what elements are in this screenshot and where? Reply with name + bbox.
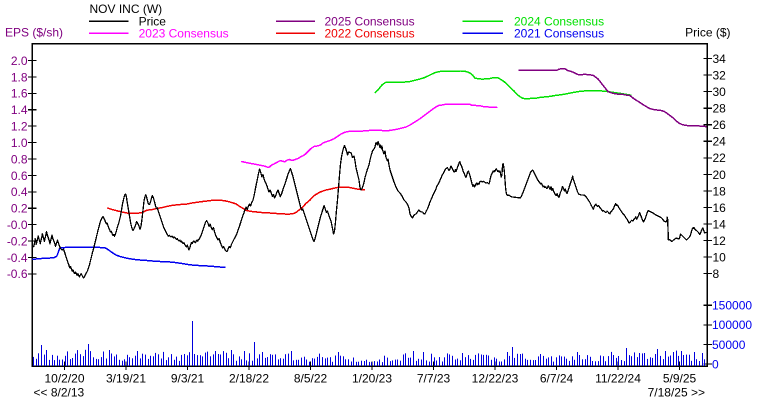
svg-text:Price: Price xyxy=(139,14,167,28)
svg-text:2021 Consensus: 2021 Consensus xyxy=(514,26,604,40)
svg-text:EPS ($/sh): EPS ($/sh) xyxy=(5,26,63,40)
svg-text:-0.6: -0.6 xyxy=(7,267,28,281)
svg-text:1.2: 1.2 xyxy=(11,120,28,134)
svg-text:NOV INC (W): NOV INC (W) xyxy=(90,2,163,16)
svg-text:28: 28 xyxy=(713,102,727,116)
svg-text:7/18/25 >>: 7/18/25 >> xyxy=(648,386,705,400)
svg-text:5/9/25: 5/9/25 xyxy=(663,372,697,386)
svg-text:1.4: 1.4 xyxy=(11,103,28,117)
svg-text:0.6: 0.6 xyxy=(11,169,28,183)
svg-text:24: 24 xyxy=(713,135,727,149)
svg-text:150000: 150000 xyxy=(712,299,752,313)
svg-text:10: 10 xyxy=(713,251,727,265)
svg-text:100000: 100000 xyxy=(712,318,752,332)
svg-text:-0.0: -0.0 xyxy=(7,218,28,232)
svg-text:2/18/22: 2/18/22 xyxy=(229,372,269,386)
svg-text:18: 18 xyxy=(713,184,727,198)
svg-text:16: 16 xyxy=(713,201,727,215)
svg-text:8: 8 xyxy=(713,267,720,281)
svg-text:6/7/24: 6/7/24 xyxy=(540,372,574,386)
svg-text:1.8: 1.8 xyxy=(11,70,28,84)
svg-text:32: 32 xyxy=(713,69,727,83)
svg-text:2.0: 2.0 xyxy=(11,54,28,68)
svg-text:8/5/22: 8/5/22 xyxy=(294,372,328,386)
svg-text:34: 34 xyxy=(713,52,727,66)
svg-text:3/19/21: 3/19/21 xyxy=(106,372,146,386)
svg-text:2025 Consensus: 2025 Consensus xyxy=(325,14,415,28)
svg-text:-0.2: -0.2 xyxy=(7,234,28,248)
svg-text:0: 0 xyxy=(712,357,719,371)
svg-text:1/20/23: 1/20/23 xyxy=(352,372,392,386)
svg-text:12/22/23: 12/22/23 xyxy=(472,372,519,386)
svg-text:-0.4: -0.4 xyxy=(7,251,28,265)
svg-text:11/22/24: 11/22/24 xyxy=(595,372,641,386)
svg-text:2022 Consensus: 2022 Consensus xyxy=(325,26,415,40)
svg-text:22: 22 xyxy=(713,151,727,165)
svg-text:Price ($): Price ($) xyxy=(685,26,730,40)
svg-text:0.8: 0.8 xyxy=(11,152,28,166)
svg-text:2024 Consensus: 2024 Consensus xyxy=(514,14,604,28)
svg-text:<< 8/2/13: << 8/2/13 xyxy=(34,386,85,400)
svg-text:14: 14 xyxy=(713,217,727,231)
svg-text:26: 26 xyxy=(713,118,727,132)
svg-text:10/2/20: 10/2/20 xyxy=(44,372,84,386)
svg-text:50000: 50000 xyxy=(712,338,746,352)
svg-text:7/7/23: 7/7/23 xyxy=(417,372,451,386)
svg-text:30: 30 xyxy=(713,85,727,99)
svg-text:20: 20 xyxy=(713,168,727,182)
svg-text:9/3/21: 9/3/21 xyxy=(171,372,205,386)
svg-text:0.2: 0.2 xyxy=(11,202,28,216)
svg-text:2023 Consensus: 2023 Consensus xyxy=(139,26,229,40)
svg-text:1.6: 1.6 xyxy=(11,87,28,101)
svg-text:0.4: 0.4 xyxy=(11,185,28,199)
svg-text:12: 12 xyxy=(713,234,727,248)
svg-text:1.0: 1.0 xyxy=(11,136,28,150)
